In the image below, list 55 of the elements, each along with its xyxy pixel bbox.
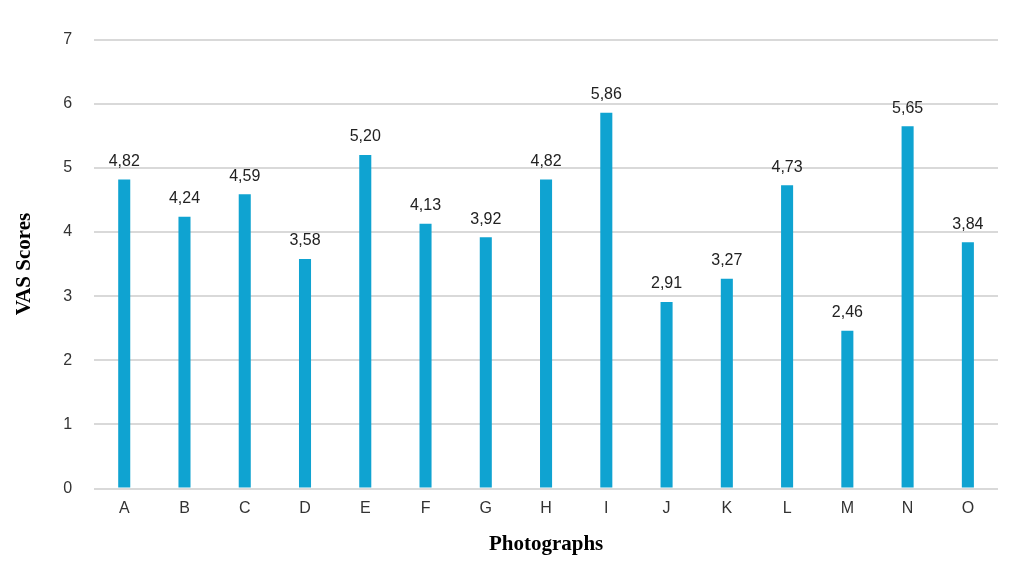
bar [419, 223, 432, 488]
bar [720, 278, 733, 488]
x-tick-label: J [662, 498, 671, 516]
y-tick-label: 7 [63, 30, 73, 48]
y-tick-label: 0 [63, 479, 73, 497]
bar [359, 155, 372, 488]
data-label: 2,46 [831, 303, 864, 321]
data-label: 4,82 [530, 151, 562, 169]
y-tick-label: 4 [63, 222, 73, 240]
data-label: 4,13 [409, 196, 442, 214]
bar [781, 185, 794, 488]
data-label: 3,84 [952, 214, 984, 232]
x-tick-label: O [961, 498, 975, 516]
x-tick-label: G [479, 498, 493, 516]
bar [298, 258, 312, 488]
x-tick-label: M [840, 498, 855, 516]
bar [901, 126, 914, 488]
data-label: 4,82 [108, 151, 140, 169]
x-tick-label: K [721, 498, 733, 516]
x-tick-label: I [604, 498, 609, 516]
x-tick-label: B [179, 498, 190, 516]
data-label: 3,27 [711, 251, 743, 269]
bar [479, 237, 492, 488]
x-tick-label: L [782, 498, 792, 516]
x-tick-label: E [359, 498, 371, 516]
x-tick-label: N [901, 498, 914, 516]
bar [178, 216, 191, 488]
data-label: 3,58 [289, 231, 321, 249]
y-tick-label: 1 [63, 414, 73, 432]
data-label: 4,59 [229, 166, 261, 184]
data-label: 5,65 [892, 98, 924, 116]
x-axis-title: Photographs [488, 530, 604, 555]
bar [961, 242, 974, 488]
y-axis-title: VAS Scores [11, 212, 36, 316]
x-tick-label: F [420, 498, 431, 516]
y-tick-label: 3 [63, 286, 73, 304]
data-label: 4,73 [771, 157, 803, 175]
data-label: 5,20 [349, 127, 381, 145]
x-tick-label: H [540, 498, 552, 516]
bar [238, 194, 251, 488]
data-label: 5,86 [590, 85, 622, 103]
bar [660, 301, 673, 488]
bar [540, 179, 553, 488]
data-label: 4,24 [168, 189, 201, 207]
bar [600, 112, 613, 488]
data-label: 2,91 [651, 274, 683, 292]
data-label: 3,92 [470, 209, 502, 227]
y-tick-label: 5 [63, 158, 73, 176]
bar [118, 179, 131, 488]
y-tick-label: 6 [63, 94, 73, 112]
y-tick-label: 2 [63, 350, 73, 368]
bar [841, 330, 854, 488]
x-tick-label: D [299, 498, 311, 516]
x-tick-label: C [238, 498, 251, 516]
x-tick-label: A [118, 498, 130, 516]
